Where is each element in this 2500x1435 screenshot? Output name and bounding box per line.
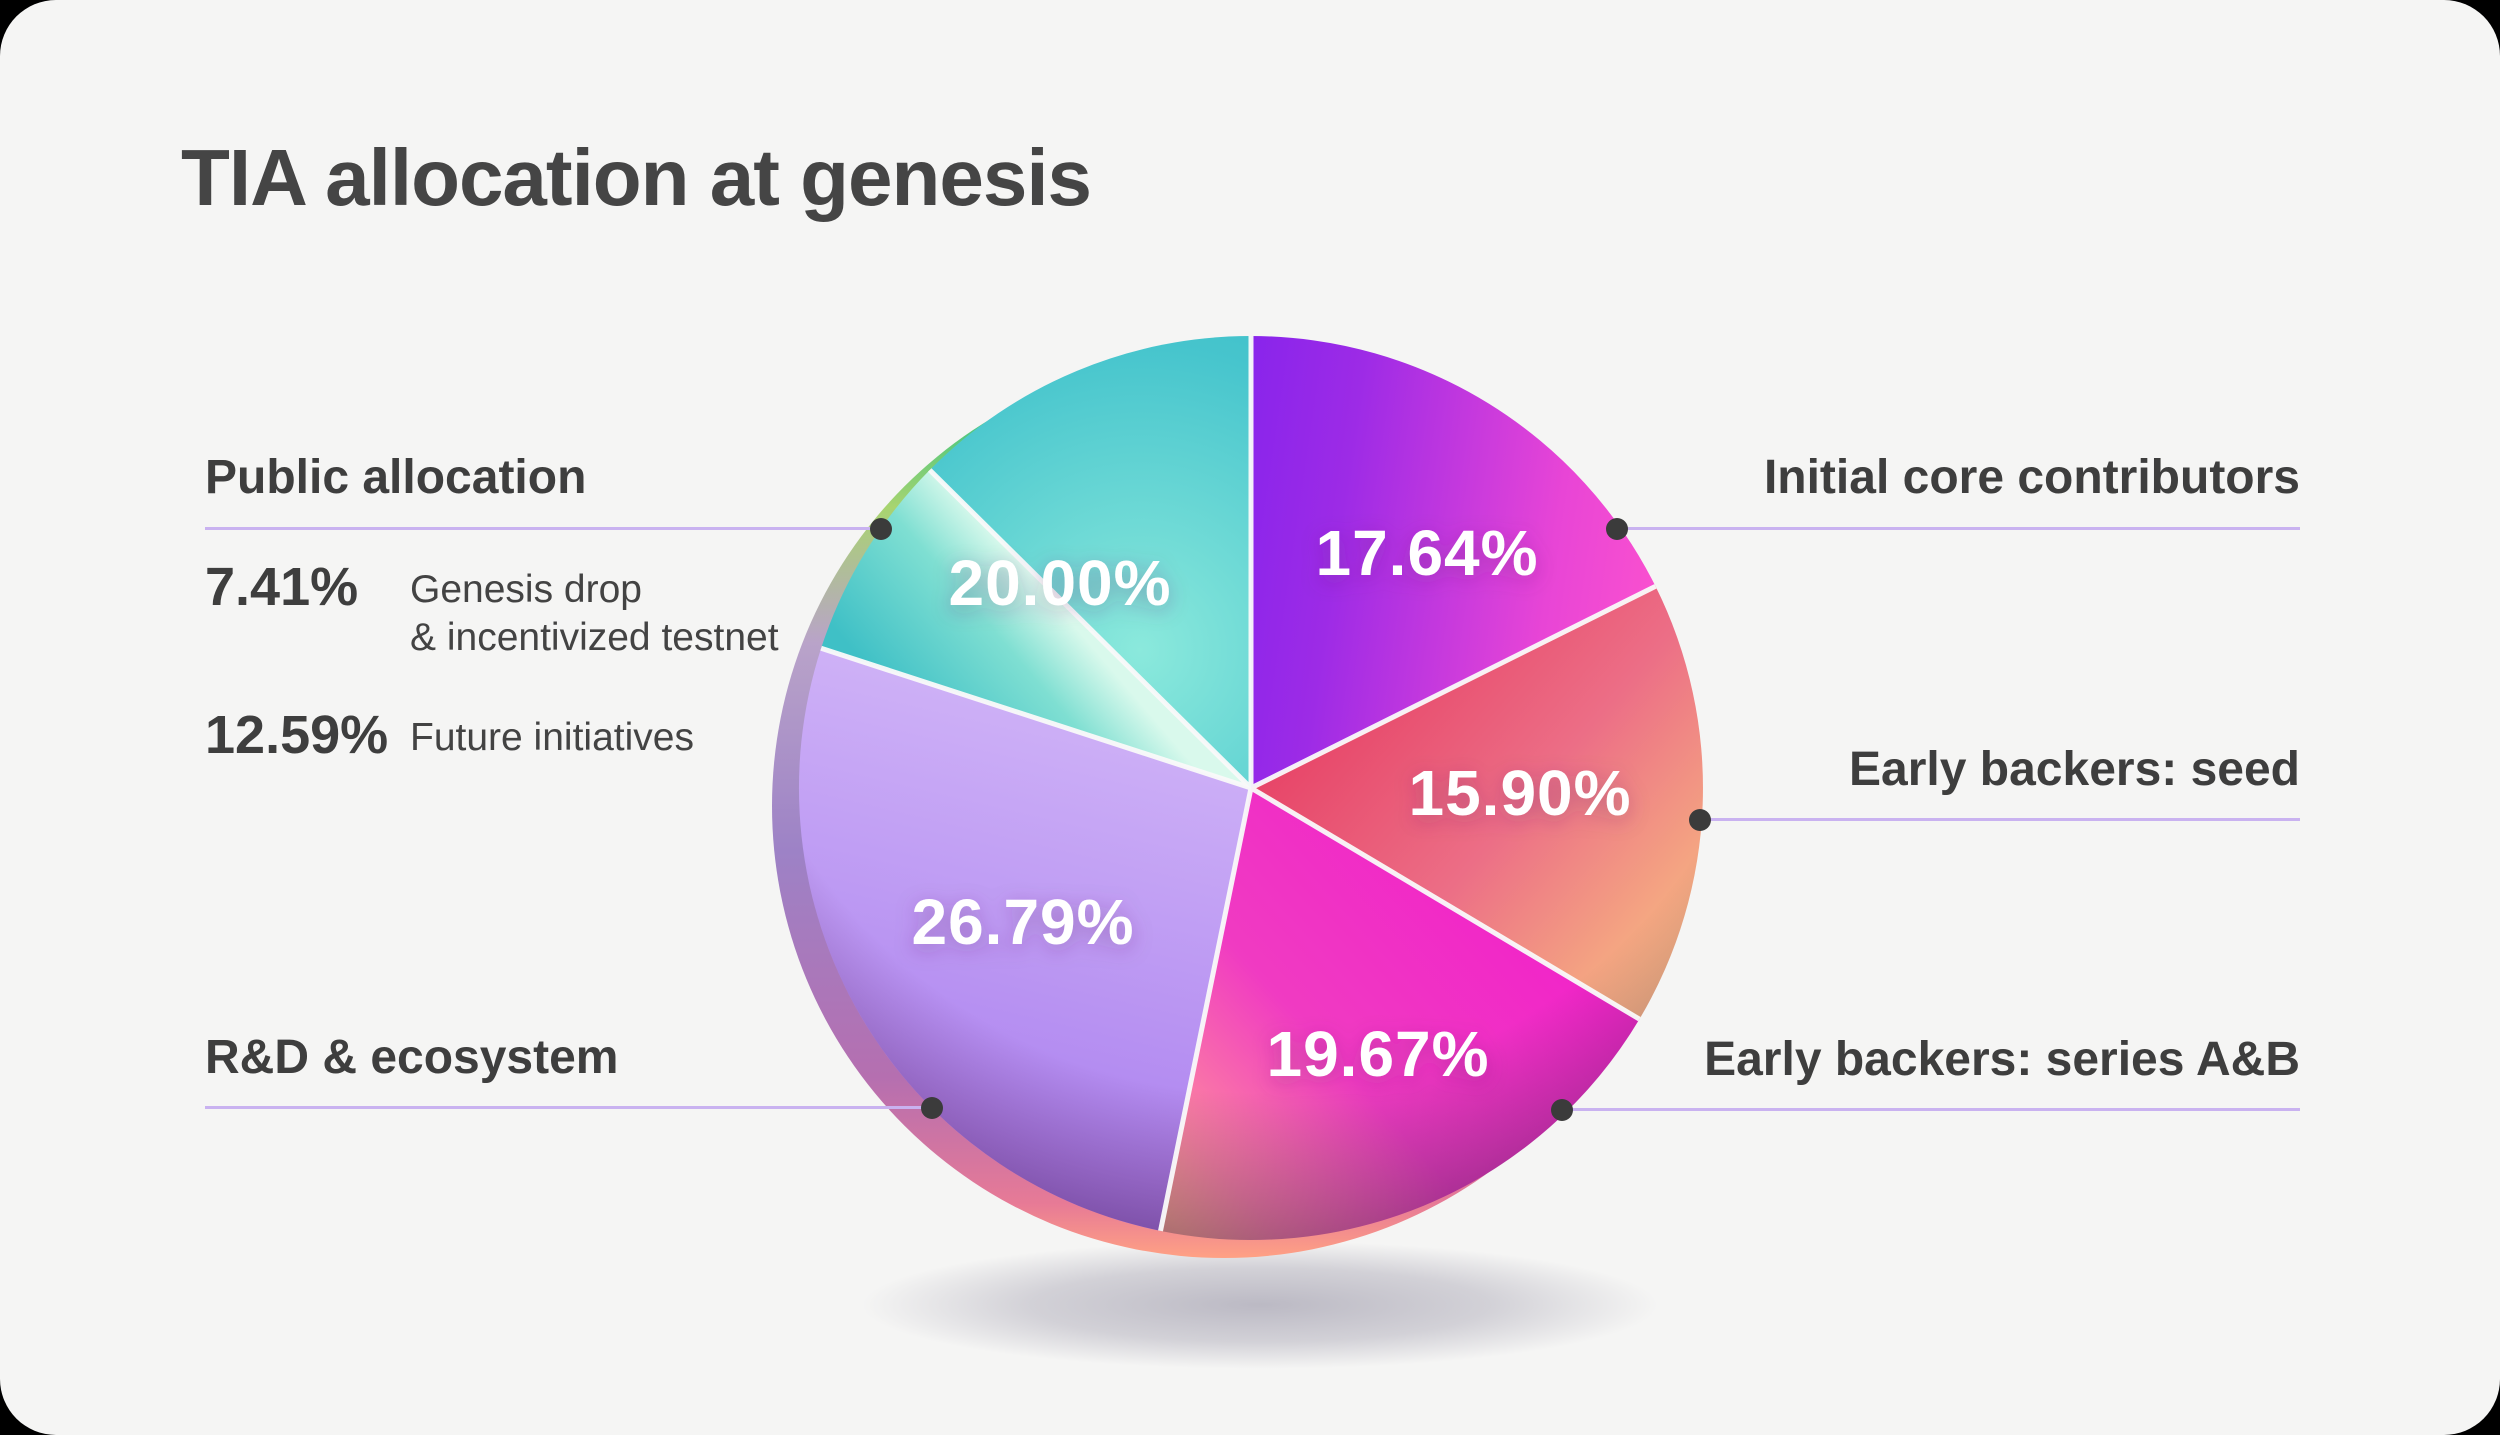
- callout-initial-core-contributors-line: [1617, 527, 2300, 530]
- callout-initial-core-contributors-dot: [1606, 518, 1628, 540]
- breakdown-row-future-initiatives: 12.59% Future initiatives: [205, 708, 694, 762]
- page-title: TIA allocation at genesis: [181, 133, 1092, 222]
- callout-public-allocation-line: [205, 527, 881, 530]
- pie-slice-dividers: [820, 336, 1657, 1232]
- callout-initial-core-contributors-title: Initial core contributors: [1763, 451, 2300, 504]
- callout-early-backers-series-ab-line: [1562, 1108, 2300, 1111]
- breakdown-pct-genesis-drop: 7.41%: [205, 557, 359, 617]
- callout-public-allocation-dot: [870, 518, 892, 540]
- breakdown-row-genesis-drop: 7.41% Genesis drop & incentivized testne…: [205, 560, 779, 662]
- slice-value-public-allocation: 20.00%: [948, 547, 1171, 619]
- pie-ground-shadow: [750, 1223, 1770, 1387]
- callout-early-backers-seed-line: [1700, 818, 2300, 821]
- breakdown-desc-genesis-drop: Genesis drop & incentivized testnet: [410, 568, 779, 659]
- slice-value-early-backers-series-ab: 19.67%: [1266, 1018, 1489, 1090]
- breakdown-desc-future-initiatives: Future initiatives: [410, 716, 694, 759]
- callout-early-backers-seed-dot: [1689, 809, 1711, 831]
- breakdown-pct-future-initiatives: 12.59%: [205, 705, 389, 765]
- callout-rd-ecosystem-dot: [921, 1097, 943, 1119]
- callout-public-allocation-title: Public allocation: [205, 451, 587, 504]
- slice-value-rd-ecosystem: 26.79%: [911, 886, 1134, 958]
- callout-early-backers-series-ab-dot: [1551, 1099, 1573, 1121]
- callout-early-backers-seed-title: Early backers: seed: [1849, 743, 2300, 796]
- callout-rd-ecosystem-line: [205, 1106, 932, 1109]
- callout-early-backers-series-ab-title: Early backers: series A&B: [1704, 1033, 2300, 1086]
- slice-value-initial-core-contributors: 17.64%: [1315, 517, 1538, 589]
- slice-value-early-backers-seed: 15.90%: [1408, 757, 1631, 829]
- callout-rd-ecosystem-title: R&D & ecosystem: [205, 1031, 619, 1084]
